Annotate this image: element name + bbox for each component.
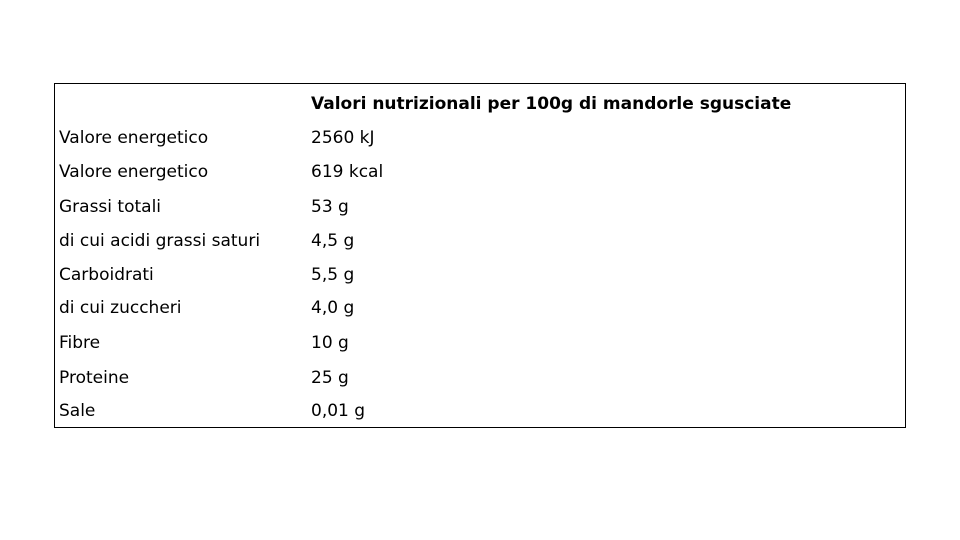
nutrient-value: 10 g: [311, 333, 349, 353]
nutrient-label: di cui zuccheri: [59, 298, 182, 318]
nutrient-label: Sale: [59, 401, 96, 421]
nutrition-table: Valori nutrizionali per 100g di mandorle…: [54, 83, 906, 428]
nutrient-value: 619 kcal: [311, 162, 384, 182]
table-header: Valori nutrizionali per 100g di mandorle…: [311, 94, 792, 114]
nutrient-value: 5,5 g: [311, 265, 355, 285]
nutrient-value: 4,5 g: [311, 231, 355, 251]
nutrient-label: Proteine: [59, 368, 130, 388]
nutrient-value: 25 g: [311, 368, 349, 388]
nutrient-value: 53 g: [311, 197, 349, 217]
nutrient-label: Valore energetico: [59, 128, 209, 148]
nutrient-label: Valore energetico: [59, 162, 209, 182]
nutrient-label: Carboidrati: [59, 265, 154, 285]
nutrient-value: 2560 kJ: [311, 128, 375, 148]
nutrient-value: 4,0 g: [311, 298, 355, 318]
nutrient-label: Grassi totali: [59, 197, 162, 217]
nutrient-value: 0,01 g: [311, 401, 366, 421]
nutrient-label: Fibre: [59, 333, 101, 353]
nutrient-label: di cui acidi grassi saturi: [59, 231, 261, 251]
